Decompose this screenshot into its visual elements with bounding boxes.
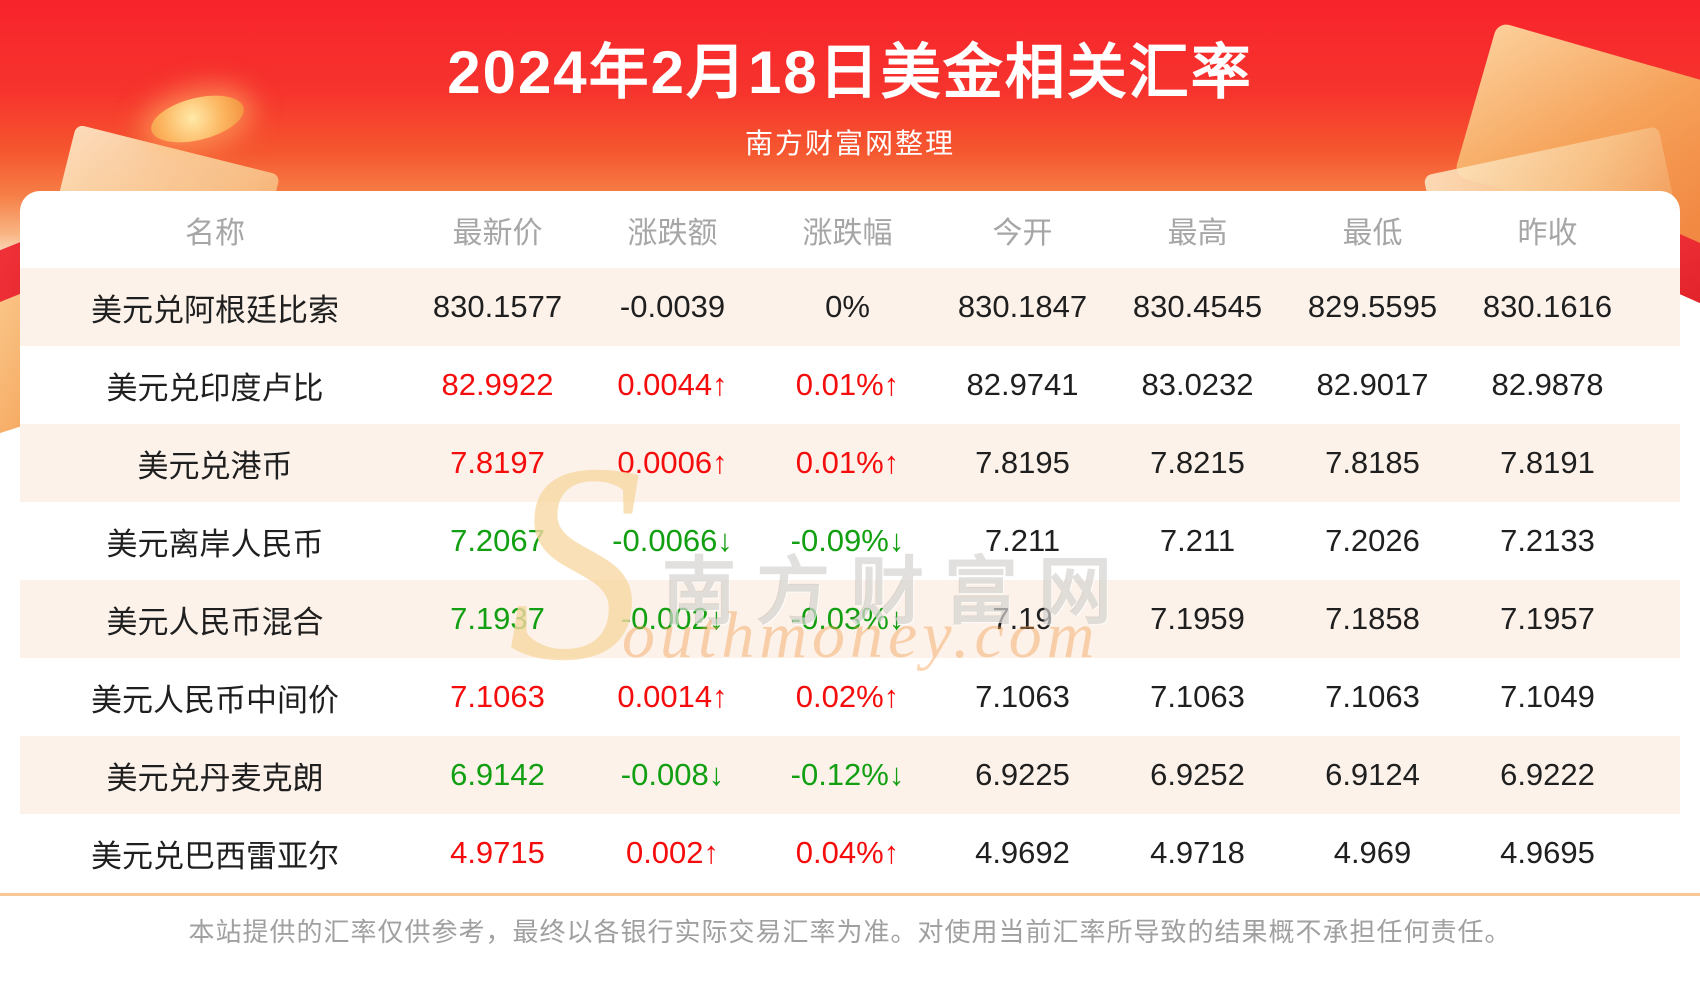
cell-pair-name: 美元兑印度卢比 xyxy=(106,370,324,406)
cell-latest-price: 7.1937 xyxy=(450,601,545,636)
footer-divider xyxy=(0,893,1700,896)
cell-low: 7.1063 xyxy=(1325,679,1420,714)
cell-pair-name: 美元人民币中间价 xyxy=(91,682,339,718)
header-cell-high: 最高 xyxy=(1167,216,1228,250)
cell-today-open: 7.8195 xyxy=(975,445,1070,480)
cell-latest-price: 6.9142 xyxy=(450,757,545,792)
cell-prev-close: 830.1616 xyxy=(1482,289,1613,324)
table-row: 美元兑丹麦克朗 6.9142 -0.008↓ -0.12%↓ 6.9225 6.… xyxy=(20,736,1680,814)
cell-high: 6.9252 xyxy=(1150,757,1245,792)
cell-high: 7.211 xyxy=(1159,523,1236,558)
cell-pair-name: 美元兑丹麦克朗 xyxy=(106,760,324,796)
header-cell-prev-close: 昨收 xyxy=(1517,216,1578,250)
cell-today-open: 7.19 xyxy=(992,601,1053,636)
cell-change-amount: 0.002↑ xyxy=(625,835,720,870)
cell-change-amount: -0.008↓ xyxy=(620,757,725,792)
cell-change-amount: -0.0066↓ xyxy=(612,523,733,558)
table-row: 美元人民币中间价 7.1063 0.0014↑ 0.02%↑ 7.1063 7.… xyxy=(20,658,1680,736)
cell-today-open: 6.9225 xyxy=(975,757,1070,792)
cell-change-percent: -0.03%↓ xyxy=(790,601,905,636)
header-cell-change: 涨跌额 xyxy=(627,216,718,250)
cell-today-open: 7.1063 xyxy=(975,679,1070,714)
rates-table: 名称 最新价 涨跌额 涨跌幅 今开 最高 最低 昨收 美元兑阿根廷比索 830.… xyxy=(20,191,1680,892)
cell-low: 82.9017 xyxy=(1316,367,1429,402)
cell-change-amount: 0.0014↑ xyxy=(617,679,728,714)
cell-latest-price: 82.9922 xyxy=(441,367,554,402)
cell-pair-name: 美元人民币混合 xyxy=(106,604,324,640)
table-row: 美元兑巴西雷亚尔 4.9715 0.002↑ 0.04%↑ 4.9692 4.9… xyxy=(20,814,1680,892)
cell-change-percent: 0.01%↑ xyxy=(795,445,900,480)
table-row: 美元兑印度卢比 82.9922 0.0044↑ 0.01%↑ 82.9741 8… xyxy=(20,346,1680,424)
cell-pair-name: 美元兑港币 xyxy=(137,448,293,484)
cell-change-percent: 0.04%↑ xyxy=(795,835,900,870)
table-body: 美元兑阿根廷比索 830.1577 -0.0039 0% 830.1847 83… xyxy=(20,268,1680,892)
cell-prev-close: 7.2133 xyxy=(1500,523,1595,558)
cell-change-amount: -0.0039 xyxy=(619,289,726,324)
cell-change-percent: 0% xyxy=(825,289,870,324)
cell-prev-close: 7.8191 xyxy=(1500,445,1595,480)
cell-change-percent: -0.09%↓ xyxy=(790,523,905,558)
cell-latest-price: 4.9715 xyxy=(450,835,545,870)
cell-high: 7.1063 xyxy=(1150,679,1245,714)
table-row: 美元兑港币 7.8197 0.0006↑ 0.01%↑ 7.8195 7.821… xyxy=(20,424,1680,502)
cell-prev-close: 7.1049 xyxy=(1500,679,1595,714)
cell-prev-close: 7.1957 xyxy=(1500,601,1595,636)
cell-low: 7.2026 xyxy=(1325,523,1420,558)
header-cell-low: 最低 xyxy=(1342,216,1403,250)
table-header-row: 名称 最新价 涨跌额 涨跌幅 今开 最高 最低 昨收 xyxy=(20,191,1680,268)
cell-today-open: 82.9741 xyxy=(966,367,1079,402)
header-cell-name: 名称 xyxy=(185,216,245,250)
cell-prev-close: 4.9695 xyxy=(1500,835,1595,870)
cell-today-open: 4.9692 xyxy=(975,835,1070,870)
cell-change-percent: -0.12%↓ xyxy=(790,757,905,792)
cell-high: 830.4545 xyxy=(1132,289,1263,324)
header-cell-change-pct: 涨跌幅 xyxy=(802,216,893,250)
cell-latest-price: 7.8197 xyxy=(450,445,545,480)
cell-pair-name: 美元离岸人民币 xyxy=(106,526,324,562)
cell-high: 7.8215 xyxy=(1150,445,1245,480)
cell-high: 83.0232 xyxy=(1141,367,1254,402)
cell-today-open: 7.211 xyxy=(984,523,1061,558)
cell-change-percent: 0.01%↑ xyxy=(795,367,900,402)
disclaimer-text: 本站提供的汇率仅供参考，最终以各银行实际交易汇率为准。对使用当前汇率所导致的结果… xyxy=(188,917,1512,947)
cell-high: 4.9718 xyxy=(1150,835,1245,870)
cell-latest-price: 830.1577 xyxy=(432,289,563,324)
table-row: 美元兑阿根廷比索 830.1577 -0.0039 0% 830.1847 83… xyxy=(20,268,1680,346)
cell-high: 7.1959 xyxy=(1150,601,1245,636)
cell-pair-name: 美元兑巴西雷亚尔 xyxy=(91,838,339,874)
header-cell-open: 今开 xyxy=(992,216,1053,250)
table-row: 美元离岸人民币 7.2067 -0.0066↓ -0.09%↓ 7.211 7.… xyxy=(20,502,1680,580)
cell-low: 7.1858 xyxy=(1325,601,1420,636)
cell-latest-price: 7.2067 xyxy=(450,523,545,558)
cell-pair-name: 美元兑阿根廷比索 xyxy=(91,292,339,328)
cell-prev-close: 82.9878 xyxy=(1491,367,1604,402)
page-subtitle: 南方财富网整理 xyxy=(744,128,955,159)
table-row: 美元人民币混合 7.1937 -0.002↓ -0.03%↓ 7.19 7.19… xyxy=(20,580,1680,658)
header-cell-latest: 最新价 xyxy=(452,216,543,250)
cell-low: 7.8185 xyxy=(1325,445,1420,480)
cell-prev-close: 6.9222 xyxy=(1500,757,1595,792)
cell-low: 829.5595 xyxy=(1307,289,1438,324)
cell-change-amount: -0.002↓ xyxy=(620,601,725,636)
cell-low: 6.9124 xyxy=(1325,757,1420,792)
cell-today-open: 830.1847 xyxy=(957,289,1088,324)
page-title: 2024年2月18日美金相关汇率 xyxy=(447,39,1253,106)
cell-change-percent: 0.02%↑ xyxy=(795,679,900,714)
cell-latest-price: 7.1063 xyxy=(450,679,545,714)
cell-change-amount: 0.0044↑ xyxy=(617,367,728,402)
cell-low: 4.969 xyxy=(1333,835,1412,870)
cell-change-amount: 0.0006↑ xyxy=(617,445,728,480)
